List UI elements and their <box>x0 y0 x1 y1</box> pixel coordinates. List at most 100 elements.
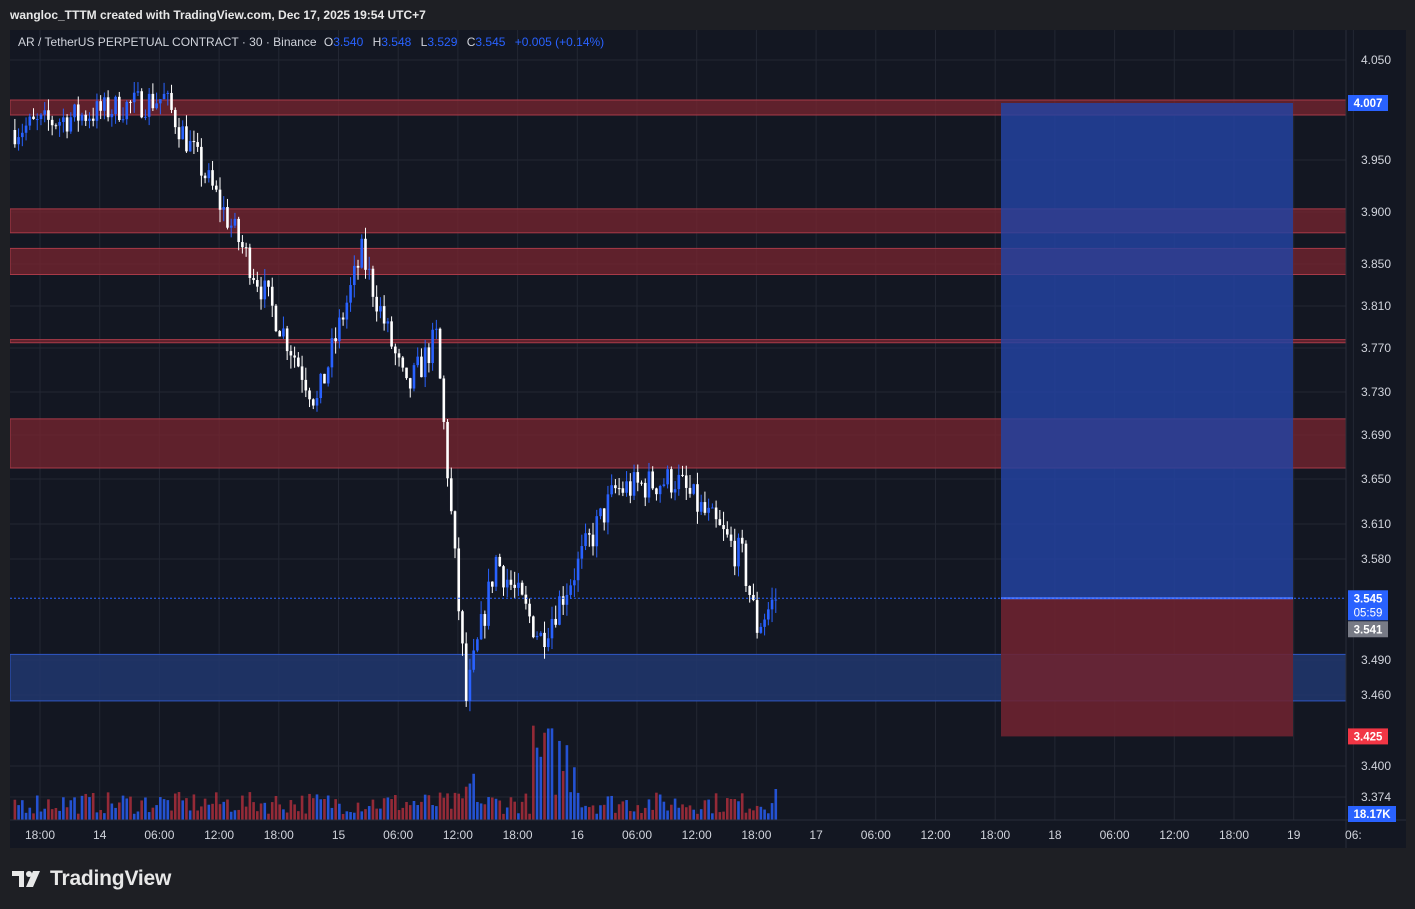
candle-body <box>517 582 520 588</box>
time-tick-label: 12:00 <box>682 828 712 842</box>
candle-body <box>252 277 255 281</box>
legend-close-label: C <box>467 35 476 49</box>
volume-bar <box>256 811 259 820</box>
volume-bar <box>770 803 774 820</box>
volume-bar <box>755 805 759 820</box>
candle-body <box>431 329 434 364</box>
volume-bar <box>319 799 323 820</box>
candle-body <box>311 399 315 406</box>
price-tick-label: 3.810 <box>1361 299 1391 313</box>
candle-body <box>338 317 341 342</box>
volume-bar <box>237 809 240 820</box>
candle-body <box>472 650 475 670</box>
candle-body <box>352 265 356 286</box>
candle-body <box>684 475 688 488</box>
volume-bar <box>729 798 733 820</box>
volume-bar <box>334 799 337 820</box>
volume-bar <box>666 810 669 820</box>
volume-bar <box>76 813 80 820</box>
volume-bar <box>326 795 330 820</box>
volume-bar <box>453 792 457 820</box>
volume-bar <box>535 747 539 820</box>
volume-bars <box>13 725 778 820</box>
time-tick-label: 16 <box>571 828 585 842</box>
candle-body <box>550 618 554 639</box>
candle-body <box>610 485 613 495</box>
candle-body <box>326 367 330 384</box>
volume-bar <box>267 813 270 820</box>
volume-bar <box>692 809 696 820</box>
price-axis[interactable]: 4.050 3.950 3.900 3.850 3.810 3.770 3.730 3.690… <box>1345 30 1391 848</box>
candle-body <box>606 494 610 523</box>
candle-body <box>62 117 65 122</box>
candle-body <box>84 114 88 121</box>
candle-body <box>200 146 203 176</box>
time-axis[interactable]: 18:00 14 06:00 12:00 18:00 15 06:00 12:00 18:00 1… <box>10 819 1406 842</box>
volume-bar <box>39 811 43 820</box>
time-tick-label: 14 <box>93 828 107 842</box>
volume-bar <box>640 813 643 820</box>
legend-change: +0.005 (+0.14%) <box>515 35 604 49</box>
candle-body <box>166 92 170 94</box>
volume-bar <box>569 792 572 820</box>
candle-body <box>569 585 572 595</box>
brand-name: TradingView <box>50 867 172 890</box>
volume-bar <box>416 805 420 820</box>
volume-bar <box>647 799 651 820</box>
price-tick-label: 3.650 <box>1361 472 1391 486</box>
price-tick-label: 3.730 <box>1361 385 1391 399</box>
volume-bar <box>602 804 606 820</box>
candle-body <box>397 353 401 358</box>
price-chart[interactable]: AR / TetherUS PERPETUAL CONTRACT · 30 · … <box>9 30 1406 848</box>
price-tick-label: 3.850 <box>1361 257 1391 271</box>
long-position-tool[interactable] <box>1001 103 1293 737</box>
volume-bar <box>21 800 24 820</box>
candle-body <box>379 306 382 312</box>
candle-body <box>554 618 558 625</box>
time-tick-label: 12:00 <box>443 828 473 842</box>
volume-bar <box>285 812 289 820</box>
bar-countdown: 05:59 <box>1354 607 1383 619</box>
volume-bar <box>662 801 666 820</box>
candle-body <box>91 118 95 121</box>
volume-bar <box>241 795 244 820</box>
legend-high-label: H <box>373 35 382 49</box>
candle-body <box>121 119 125 121</box>
candle-body <box>207 170 211 179</box>
candle-body <box>173 109 177 128</box>
candle-body <box>532 616 535 638</box>
candle-body <box>196 142 199 147</box>
time-tick-label: 18:00 <box>25 828 55 842</box>
volume-bar <box>748 808 751 820</box>
volume-bar <box>737 801 740 820</box>
candle-body <box>658 486 662 495</box>
candle-body <box>740 537 744 544</box>
candle-body <box>774 599 778 601</box>
volume-bar <box>752 810 755 820</box>
candle-body <box>584 533 587 547</box>
candle-body <box>211 170 214 186</box>
volume-bar <box>222 801 226 820</box>
candle-body <box>267 280 270 287</box>
candle-body <box>752 594 755 601</box>
volume-bar <box>435 806 438 820</box>
candle-body <box>345 302 349 320</box>
volume-bar <box>65 807 69 820</box>
legend-close: 3.545 <box>475 35 505 49</box>
tradingview-logo[interactable]: TradingView <box>12 867 171 891</box>
candle-body <box>334 338 337 342</box>
candle-body <box>688 487 692 494</box>
candle-body <box>282 328 285 337</box>
candle-body <box>114 96 117 115</box>
volume-bar <box>643 807 647 820</box>
candle-body <box>76 104 80 121</box>
candle-body <box>367 268 371 270</box>
candle-body <box>599 508 602 517</box>
candle-body <box>587 533 591 535</box>
price-tick-label: 3.900 <box>1361 205 1391 219</box>
chart-area[interactable]: AR / TetherUS PERPETUAL CONTRACT · 30 · … <box>9 30 1406 848</box>
candle-body <box>237 218 240 243</box>
candle-body <box>110 114 114 118</box>
time-tick-label: 06:00 <box>383 828 413 842</box>
volume-bar <box>99 810 102 820</box>
